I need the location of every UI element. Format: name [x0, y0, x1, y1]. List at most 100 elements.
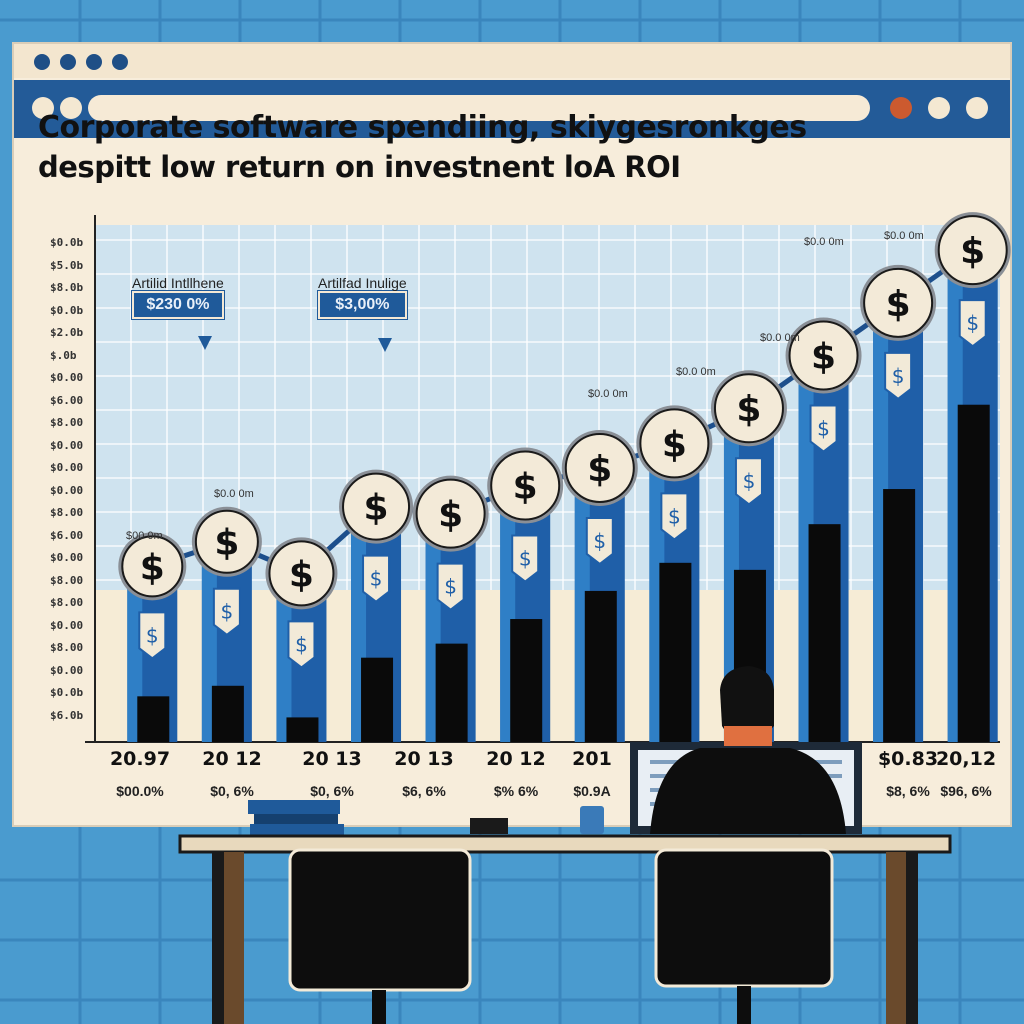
- dollar-coin-symbol: $: [513, 467, 538, 508]
- window-dot-icon[interactable]: [86, 54, 102, 70]
- dollar-tag-symbol: $: [892, 364, 905, 388]
- inner-bar: [137, 696, 170, 742]
- dollar-coin-symbol: $: [960, 231, 985, 272]
- y-tick-label: $0.00: [50, 663, 84, 677]
- window-dot-icon[interactable]: [60, 54, 76, 70]
- y-tick-label: $8.0b: [50, 281, 84, 294]
- bar-top-label: $0.0 0m: [760, 332, 800, 344]
- callout-pointer: [198, 336, 212, 350]
- dollar-coin-symbol: $: [364, 488, 389, 529]
- inner-bar: [435, 643, 468, 742]
- address-bar[interactable]: [88, 95, 870, 121]
- y-tick-label: $0.0b: [50, 303, 84, 317]
- inner-bar: [883, 489, 916, 742]
- dollar-tag-icon: [511, 534, 540, 583]
- dollar-tag-icon: [436, 562, 465, 611]
- dollar-tag-symbol: $: [519, 547, 532, 571]
- y-tick-label: $5.0b: [50, 258, 84, 272]
- menu-dot-icon[interactable]: [966, 97, 988, 119]
- dollar-coin-icon: [937, 215, 1008, 286]
- dollar-coin-icon: [268, 540, 335, 607]
- browser-toolbar: [14, 80, 1010, 138]
- dollar-tag-symbol: $: [668, 504, 681, 528]
- window-dot-icon[interactable]: [34, 54, 50, 70]
- x-percent-label: $8, 6%: [886, 783, 930, 799]
- y-tick-label: $8.00: [50, 596, 84, 609]
- y-tick-label: $8.00: [50, 506, 84, 519]
- dollar-coin-symbol: $: [587, 449, 612, 490]
- dollar-tag-symbol: $: [966, 311, 979, 335]
- y-tick-label: $0.00: [50, 618, 84, 632]
- forward-button[interactable]: [60, 97, 82, 119]
- x-percent-label: $0, 6%: [310, 783, 354, 799]
- dollar-tag-symbol: $: [817, 417, 830, 441]
- inner-bar: [584, 590, 617, 742]
- dollar-coin-icon: [863, 267, 934, 338]
- callout-value: $230 0%: [132, 291, 224, 319]
- inner-bar: [957, 404, 990, 742]
- x-year-label: 20 12: [486, 748, 546, 770]
- dollar-tag-symbol: $: [743, 469, 756, 493]
- dollar-tag-symbol: $: [295, 632, 308, 656]
- x-percent-label: $% 6%: [493, 783, 539, 799]
- dollar-tag-icon: [212, 587, 241, 637]
- inner-bar: [659, 562, 692, 742]
- dollar-coin-icon: [713, 373, 784, 444]
- window-dot-icon[interactable]: [112, 54, 128, 70]
- dollar-tag-icon: [660, 492, 689, 541]
- x-year-label: 20,12: [935, 748, 997, 770]
- dollar-coin-symbol: $: [811, 337, 836, 378]
- dollar-tag-icon: [287, 620, 316, 669]
- page-title-line1: Corporate software spendiing, skiygesron…: [38, 110, 807, 145]
- dollar-tag-symbol: $: [444, 575, 457, 599]
- y-tick-label: $6.00: [50, 528, 84, 542]
- dollar-coin-symbol: $: [214, 523, 239, 564]
- back-button[interactable]: [32, 97, 54, 119]
- x-percent-label: $96, 6%: [940, 783, 992, 799]
- x-year-label: 20.97: [109, 748, 171, 770]
- dollar-coin-icon: [342, 472, 411, 541]
- x-year-label: $0.83: [877, 748, 939, 770]
- bar-top-label: $0.0 0m: [214, 488, 254, 500]
- dollar-coin-icon: [564, 432, 635, 503]
- y-tick-label: $6.00: [50, 393, 84, 407]
- x-year-label: 201: [572, 748, 612, 770]
- callout-value: $3,00%: [318, 291, 407, 319]
- dollar-tag-icon: [585, 516, 614, 566]
- dollar-coin-symbol: $: [736, 389, 761, 430]
- inner-bar: [733, 569, 766, 742]
- dollar-coin-symbol: $: [289, 554, 314, 595]
- record-icon[interactable]: [890, 97, 912, 119]
- y-tick-label: $.0b: [50, 348, 77, 362]
- dollar-coin-icon: [639, 408, 710, 479]
- y-tick-label: $0.00: [50, 371, 84, 384]
- bar-top-label: $00 0m: [126, 530, 163, 542]
- x-percent-label: $0, 6%: [210, 783, 254, 799]
- x-year-label: 20 12: [202, 748, 262, 770]
- x-year-label: 20 13: [302, 748, 362, 770]
- page-title-line2: despitt low return on investnent loA ROI: [38, 150, 681, 184]
- inner-bar: [286, 717, 319, 742]
- dollar-tag-icon: [884, 351, 913, 401]
- dollar-coin-icon: [490, 450, 561, 521]
- dollar-tag-icon: [362, 554, 391, 603]
- callout-pointer: [378, 338, 392, 352]
- x-year-label: 20 13: [394, 748, 454, 770]
- dollar-coin-symbol: $: [438, 495, 463, 536]
- dollar-tag-symbol: $: [221, 600, 234, 624]
- dollar-coin-symbol: $: [140, 547, 165, 588]
- y-tick-label: $0.00: [50, 461, 84, 474]
- dollar-tag-symbol: $: [146, 623, 159, 647]
- x-percent-label: $0.9A: [573, 783, 611, 799]
- y-tick-label: $2.0b: [50, 326, 84, 339]
- callout-label: Artilid Intllhene: [132, 275, 224, 291]
- menu-dot-icon[interactable]: [928, 97, 950, 119]
- bar-top-label: $0.0 0m: [676, 366, 716, 378]
- y-tick-label: $8.00: [50, 641, 84, 654]
- dollar-coin-symbol: $: [662, 424, 687, 465]
- y-tick-label: $0.00: [50, 438, 84, 452]
- y-tick-label: $0.00: [50, 483, 84, 497]
- dollar-coin-icon: [415, 478, 486, 549]
- y-tick-label: $8.00: [50, 573, 84, 587]
- inner-bar: [361, 657, 394, 742]
